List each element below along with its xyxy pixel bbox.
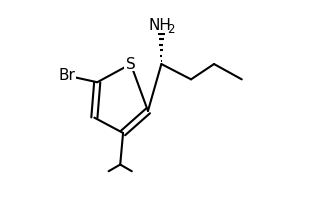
Text: Br: Br: [58, 68, 75, 83]
Bar: [124, 57, 138, 71]
Text: NH: NH: [148, 18, 171, 33]
Text: 2: 2: [168, 23, 175, 36]
Bar: [150, 19, 177, 33]
Text: S: S: [126, 57, 136, 72]
Bar: [57, 69, 76, 82]
